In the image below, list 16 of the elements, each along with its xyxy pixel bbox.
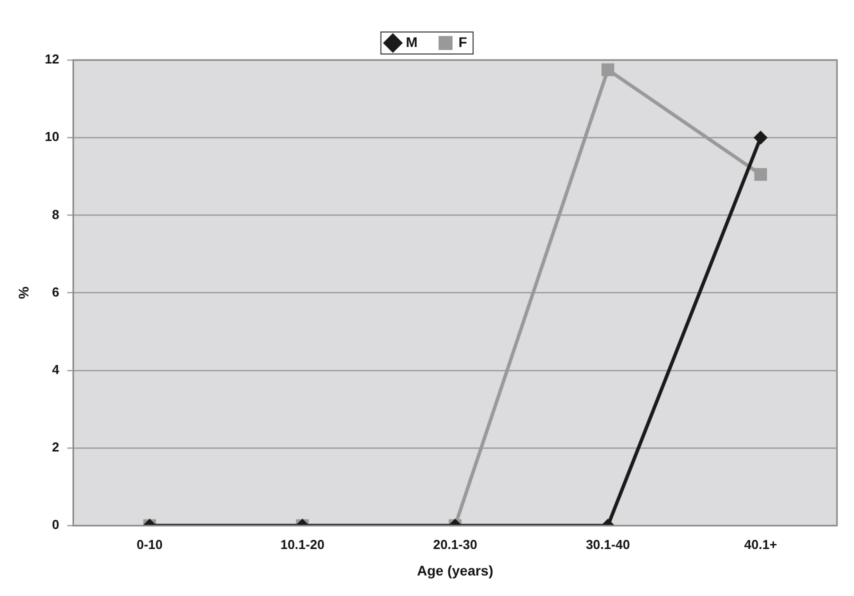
legend-label: M: [406, 34, 418, 50]
y-tick-label: 8: [52, 206, 60, 222]
y-tick-label: 2: [52, 440, 60, 455]
x-tick-label: 40.1+: [744, 536, 778, 552]
legend-label: F: [458, 34, 468, 50]
y-tick-label: 10: [44, 129, 60, 144]
x-tick-label: 10.1-20: [280, 536, 324, 552]
x-axis-title: Age (years): [416, 562, 494, 578]
y-tick-label: 12: [44, 52, 60, 67]
x-tick-label: 30.1-40: [586, 536, 630, 552]
x-tick-label: 0-10: [136, 536, 163, 552]
y-tick-label: 4: [52, 362, 60, 377]
y-axis-title: %: [15, 286, 32, 300]
x-tick-label: 20.1-30: [433, 536, 478, 552]
y-tick-label: 0: [52, 517, 60, 532]
y-tick-label: 6: [52, 284, 60, 300]
